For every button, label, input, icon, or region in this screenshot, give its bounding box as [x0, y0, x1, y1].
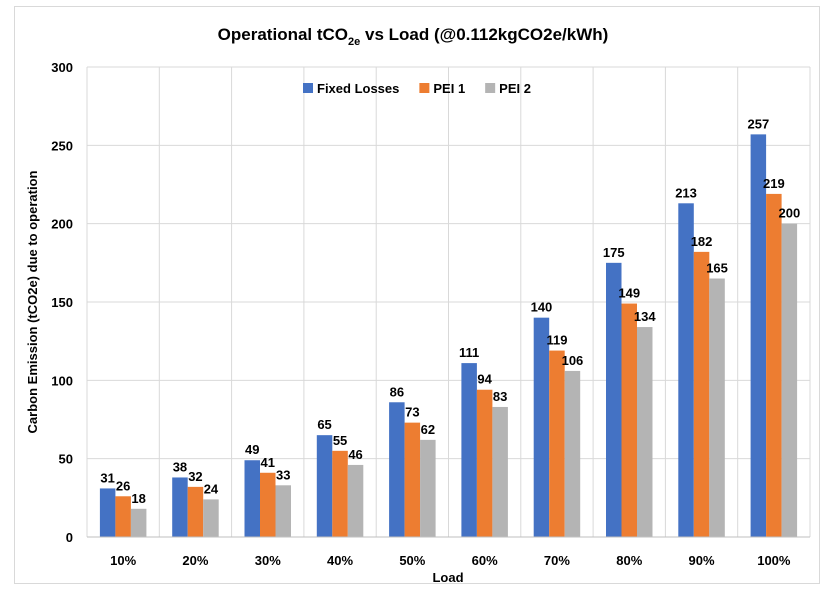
bar — [564, 370, 581, 537]
bar — [389, 402, 405, 537]
bar-value-label: 213 — [675, 185, 697, 200]
y-tick-label: 200 — [51, 217, 73, 232]
bar-value-label: 33 — [276, 467, 290, 482]
bar — [332, 450, 348, 537]
bar-layer — [99, 134, 798, 538]
bar-value-label: 18 — [131, 491, 145, 506]
bar-value-label: 175 — [603, 245, 625, 260]
bar — [115, 496, 131, 537]
x-tick-label: 100% — [757, 553, 791, 568]
bar — [244, 460, 260, 537]
bar-value-label: 49 — [245, 442, 259, 457]
y-tick-label: 150 — [51, 295, 73, 310]
legend-label: PEI 2 — [499, 81, 531, 96]
legend-item: PEI 2 — [485, 81, 531, 96]
bar — [606, 262, 622, 537]
y-tick-label: 0 — [66, 530, 73, 545]
bar — [750, 134, 767, 537]
bar-value-label: 257 — [747, 116, 769, 131]
bar — [420, 439, 436, 537]
x-tick-label: 40% — [327, 553, 353, 568]
axis-layer: 0 50 100 150 200 250 300 10% 20% 30% 40% 50% 60% 70% 8… — [51, 60, 810, 568]
bar-value-label: 83 — [493, 389, 507, 404]
bar — [476, 389, 493, 537]
bar-value-label: 31 — [100, 470, 114, 485]
bar — [316, 435, 333, 537]
bar — [781, 223, 798, 537]
bar — [203, 499, 219, 537]
legend-swatch — [485, 83, 496, 93]
bar-value-label: 62 — [421, 422, 435, 437]
y-tick-label: 50 — [59, 452, 73, 467]
bar — [678, 203, 694, 538]
bar-value-label: 106 — [562, 353, 584, 368]
x-tick-label: 90% — [689, 553, 715, 568]
bar-value-label: 200 — [778, 206, 800, 221]
legend-label: PEI 1 — [433, 81, 465, 96]
legend-item: Fixed Losses — [303, 81, 399, 96]
bar — [709, 278, 725, 537]
bar — [347, 464, 364, 537]
bar — [533, 317, 550, 537]
bar-value-label: 46 — [348, 447, 362, 462]
bar-value-label: 219 — [763, 176, 785, 191]
x-tick-label: 20% — [182, 553, 208, 568]
bar-value-label: 86 — [390, 384, 404, 399]
bar — [621, 303, 637, 537]
bar — [461, 363, 477, 537]
y-tick-label: 250 — [51, 138, 73, 153]
bar — [637, 327, 653, 537]
bar — [172, 477, 188, 537]
x-tick-label: 70% — [544, 553, 570, 568]
bar — [275, 485, 291, 537]
bar-value-label: 55 — [333, 433, 347, 448]
x-tick-label: 80% — [616, 553, 642, 568]
chart-title: Operational tCO2e vs Load (@0.112kgCO2e/… — [218, 25, 609, 48]
bar-value-label: 165 — [706, 261, 728, 276]
chart-title-main: Operational tCO — [218, 25, 348, 44]
y-tick-label: 300 — [51, 60, 73, 75]
bar — [99, 488, 116, 537]
bar — [693, 251, 710, 537]
bar — [766, 193, 782, 537]
bar-value-label: 32 — [188, 469, 202, 484]
bar-value-label: 73 — [405, 405, 419, 420]
bar-value-label: 65 — [317, 417, 331, 432]
chart-title-subscript: 2e — [348, 36, 360, 48]
bar — [492, 406, 508, 537]
legend-swatch — [419, 83, 430, 93]
bar-value-label: 149 — [618, 286, 640, 301]
bar-value-label: 182 — [691, 234, 713, 249]
legend-label: Fixed Losses — [317, 81, 399, 96]
bar-value-label: 41 — [261, 455, 275, 470]
legend-item: PEI 1 — [419, 81, 465, 96]
chart-title-rest: vs Load (@0.112kgCO2e/kWh) — [360, 25, 608, 44]
x-tick-label: 50% — [399, 553, 425, 568]
bar-value-label: 24 — [204, 481, 219, 496]
bar-value-label: 140 — [531, 300, 553, 315]
bar — [187, 486, 204, 537]
bar-value-label: 119 — [546, 333, 567, 348]
y-axis-label: Carbon Emission (tCO2e) due to operation — [25, 170, 40, 433]
bar-value-label: 38 — [173, 459, 187, 474]
x-tick-label: 10% — [110, 553, 136, 568]
bar — [404, 422, 421, 537]
bar — [260, 472, 276, 537]
y-tick-label: 100 — [51, 373, 73, 388]
bar — [549, 350, 565, 537]
bar-value-label: 134 — [634, 309, 656, 324]
x-tick-label: 30% — [255, 553, 281, 568]
bar-value-label: 94 — [477, 372, 492, 387]
bar-value-label: 26 — [116, 478, 130, 493]
x-axis-label: Load — [432, 570, 463, 585]
legend: Fixed Losses PEI 1 PEI 2 — [303, 81, 531, 96]
bar-value-label: 111 — [459, 345, 479, 360]
legend-swatch — [303, 83, 313, 93]
x-tick-label: 60% — [472, 553, 498, 568]
bar — [130, 508, 147, 537]
